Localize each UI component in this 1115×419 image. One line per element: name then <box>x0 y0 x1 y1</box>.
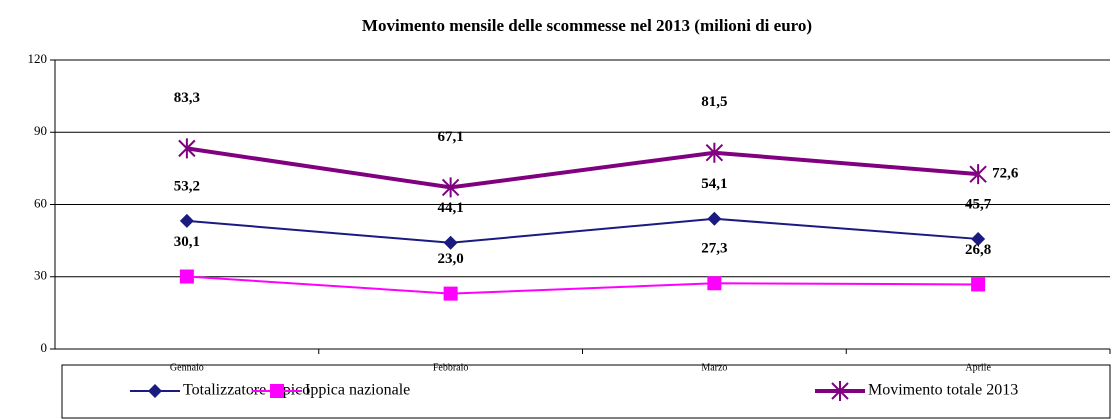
data-point <box>441 177 460 198</box>
legend-label: Movimento totale 2013 <box>868 382 1018 399</box>
series-line <box>186 275 979 295</box>
data-label: 54,1 <box>701 176 727 192</box>
x-tick-label: Gennaio <box>170 362 204 373</box>
y-tick-label: 90 <box>34 123 47 138</box>
y-tick-label: 0 <box>41 340 48 355</box>
x-tick-label: Aprile <box>965 362 991 373</box>
data-point <box>179 269 194 284</box>
data-label: 26,8 <box>965 242 991 258</box>
series-line <box>186 217 979 244</box>
data-point <box>707 276 722 291</box>
data-label: 30,1 <box>174 234 200 250</box>
data-point <box>969 164 987 185</box>
chart-title: Movimento mensile delle scommesse nel 20… <box>362 16 812 35</box>
y-tick-label: 60 <box>34 195 47 210</box>
data-point <box>705 142 724 163</box>
data-label: 44,1 <box>438 200 464 216</box>
y-tick-label: 30 <box>34 268 47 283</box>
data-label: 81,5 <box>701 94 727 110</box>
data-point <box>971 277 986 292</box>
legend-marker <box>148 384 162 398</box>
series-line <box>186 146 979 190</box>
data-label: 45,7 <box>965 196 992 212</box>
data-label: 83,3 <box>174 90 200 106</box>
legend-marker <box>270 384 284 398</box>
data-label: 23,0 <box>438 251 464 267</box>
data-point <box>971 231 986 246</box>
data-point <box>178 138 196 159</box>
x-tick-label: Marzo <box>701 362 727 373</box>
x-tick-label: Febbraio <box>433 362 469 373</box>
data-label: 67,1 <box>438 129 464 145</box>
data-point <box>443 286 458 301</box>
data-label: 72,6 <box>992 166 1019 182</box>
data-point <box>707 211 722 226</box>
data-label: 27,3 <box>701 241 727 257</box>
legend-marker <box>831 381 849 401</box>
y-tick-label: 120 <box>28 51 48 66</box>
data-point <box>443 235 458 250</box>
data-label: 53,2 <box>174 178 200 194</box>
data-point <box>179 213 194 228</box>
legend-label: Ippica nazionale <box>305 382 410 399</box>
legend-box <box>61 364 1111 419</box>
